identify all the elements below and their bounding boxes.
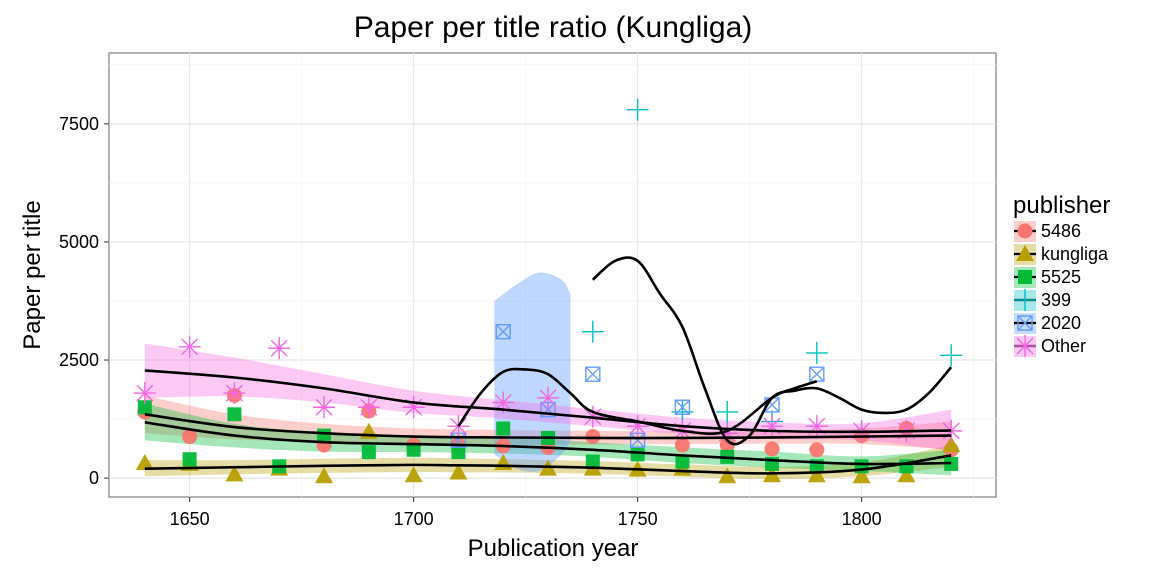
point-kungliga: [315, 467, 334, 484]
legend-item-5525: 5525: [1014, 267, 1081, 288]
point-kungliga: [449, 463, 468, 480]
point-kungliga: [852, 467, 871, 484]
y-axis-title: Paper per title: [19, 200, 46, 349]
legend: publisher 5486 kungliga 5525 399 2020 Other: [1013, 192, 1110, 357]
legend-title: publisher: [1013, 192, 1110, 219]
chart-title: Paper per title ratio (Kungliga): [354, 11, 753, 44]
point-5525: [227, 407, 242, 422]
point-399: [940, 344, 963, 367]
point-5525: [496, 421, 511, 436]
point-5525: [317, 428, 332, 443]
y-tick-label: 7500: [59, 114, 99, 134]
legend-label: 2020: [1041, 313, 1081, 333]
point-399: [716, 400, 739, 423]
point-5525: [585, 454, 600, 469]
point-other: [716, 422, 739, 445]
point-2020: [495, 323, 511, 340]
trend-line-5486: [144, 413, 952, 440]
point-kungliga: [404, 466, 423, 483]
point-other: [492, 391, 515, 414]
point-2020: [585, 366, 601, 382]
point-5486: [585, 429, 601, 445]
legend-marker-icon: [1016, 245, 1034, 261]
legend-item-2020: 2020: [1014, 313, 1081, 334]
legend-item-kungliga: kungliga: [1014, 244, 1109, 265]
point-other: [761, 415, 784, 438]
point-other: [268, 337, 291, 360]
point-kungliga: [807, 466, 826, 483]
point-other: [447, 415, 470, 438]
point-5525: [406, 442, 421, 457]
point-399: [805, 341, 828, 364]
trend-line-other: [144, 369, 952, 434]
point-2020: [809, 366, 825, 382]
point-2020: [629, 432, 646, 449]
point-5525: [630, 447, 645, 462]
trend-line-2020: [457, 367, 818, 436]
x-tick-label: 1800: [842, 509, 882, 529]
trend-line-5525: [144, 421, 952, 466]
point-5525: [451, 445, 466, 460]
point-other: [313, 396, 336, 419]
point-5486: [809, 442, 825, 458]
legend-label: 399: [1041, 290, 1071, 310]
legend-label: 5525: [1041, 267, 1081, 287]
legend-label: 5486: [1041, 221, 1081, 241]
trend-lines: [144, 256, 953, 475]
axis-ticks: 1650 1700 1750 1800 0 2500 5000 7500: [59, 114, 882, 529]
x-tick-label: 1750: [618, 509, 658, 529]
point-5486: [182, 429, 198, 445]
trend-line-kungliga: [144, 454, 952, 475]
point-kungliga: [225, 465, 244, 482]
point-other: [626, 415, 649, 438]
point-5525: [182, 452, 197, 467]
legend-label: kungliga: [1041, 244, 1109, 264]
legend-marker-icon: [1017, 223, 1033, 239]
point-5486: [764, 441, 780, 457]
point-kungliga: [135, 453, 154, 470]
confidence-band-other: [144, 343, 952, 451]
legend-item-5486: 5486: [1014, 221, 1081, 242]
y-tick-label: 0: [89, 468, 99, 488]
point-kungliga: [942, 436, 961, 453]
point-other: [805, 415, 828, 438]
point-5486: [674, 437, 690, 453]
x-tick-label: 1650: [170, 509, 210, 529]
y-tick-label: 2500: [59, 350, 99, 370]
legend-label: Other: [1041, 336, 1086, 356]
confidence-band-2020: [494, 272, 571, 473]
point-kungliga: [718, 467, 737, 484]
grid-layer: [109, 53, 996, 497]
point-2020: [674, 399, 691, 415]
y-tick-label: 5000: [59, 232, 99, 252]
legend-item-other: Other: [1014, 335, 1086, 357]
point-399: [581, 320, 604, 343]
point-other: [133, 382, 156, 405]
point-other: [223, 382, 246, 405]
point-other: [402, 396, 425, 419]
point-5525: [675, 454, 690, 469]
point-other: [357, 396, 380, 419]
point-other: [537, 386, 560, 409]
legend-item-399: 399: [1014, 289, 1071, 311]
point-5525: [361, 445, 376, 460]
legend-marker-icon: [1017, 315, 1033, 331]
legend-marker-icon: [1014, 289, 1036, 311]
point-399: [626, 98, 649, 121]
x-axis-title: Publication year: [468, 535, 639, 562]
legend-marker-icon: [1018, 270, 1032, 284]
point-other: [178, 335, 201, 358]
point-5486: [719, 437, 735, 453]
point-5525: [137, 400, 152, 415]
plot-panel: [108, 52, 997, 498]
point-kungliga: [897, 466, 916, 483]
x-tick-label: 1700: [394, 509, 434, 529]
legend-marker-icon: [1014, 335, 1036, 357]
confidence-band-5525: [144, 403, 952, 476]
